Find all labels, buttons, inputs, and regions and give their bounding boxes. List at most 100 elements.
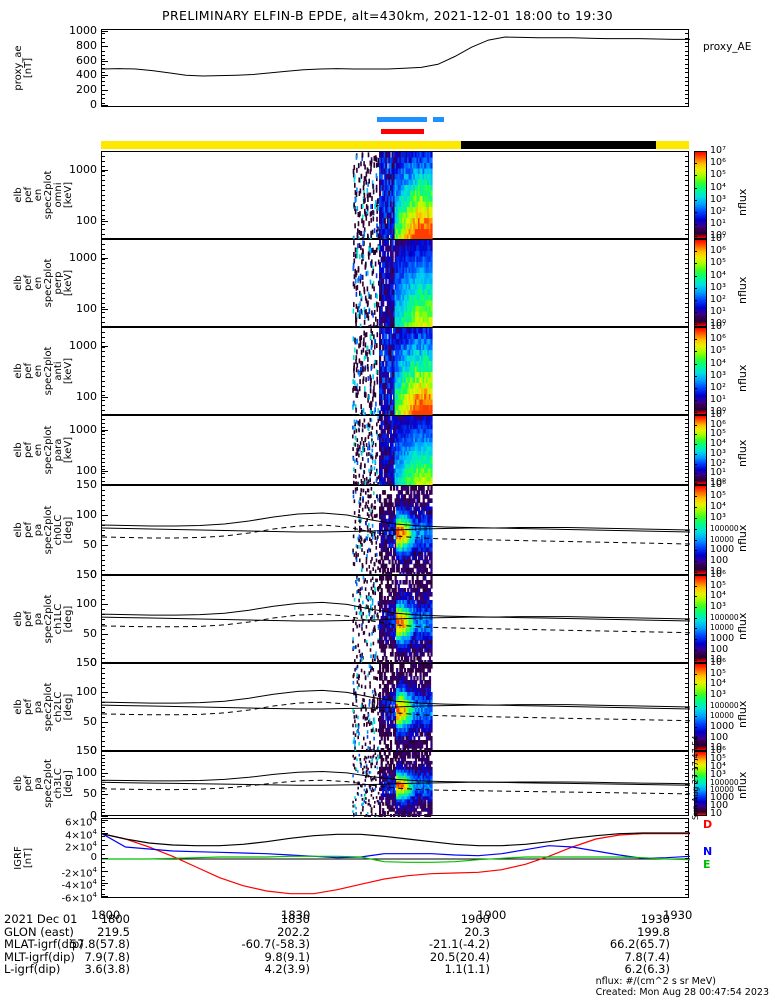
colorbar-tick: 10⁴ [710, 678, 726, 690]
ytick-label: 4×104 [65, 827, 97, 842]
colorbar-tick-mark [694, 758, 697, 760]
colorbar-tick-mark [694, 163, 697, 165]
table-cell: 57.8(57.8) [69, 937, 130, 952]
minor-tick [101, 331, 105, 333]
minor-tick [101, 565, 105, 566]
minor-tick [101, 490, 105, 491]
colorbar-tick-mark [694, 211, 697, 213]
minor-tick [101, 385, 105, 387]
minor-tick [101, 866, 105, 868]
minor-tick [101, 185, 105, 187]
table-cell: 4.2(3.9) [264, 962, 310, 977]
table-cell: 3.6(3.8) [84, 962, 130, 977]
minor-tick [101, 619, 105, 620]
spectrogram-data [352, 240, 433, 328]
row-label: MLT-igrf(dip) [4, 949, 75, 964]
minor-tick [101, 555, 105, 556]
minor-tick [101, 438, 105, 440]
minor-tick [685, 450, 689, 451]
minor-tick [685, 63, 689, 65]
ytick-mark [101, 30, 108, 32]
spectrogram-data [102, 486, 690, 576]
colorbar-tick: 10 [710, 808, 723, 820]
panel-elb-pef-en-spec2plot-para [101, 415, 689, 486]
minor-tick [101, 520, 105, 521]
colorbar-tick: 1000 [710, 792, 735, 804]
minor-tick [685, 619, 689, 620]
panel-elb-pef-en-spec2plot-omni [101, 151, 689, 240]
colorbar-tick-mark [694, 575, 697, 576]
minor-tick [685, 50, 689, 52]
colorbar-tick-mark [694, 453, 697, 455]
colorbar-tick-mark [694, 673, 697, 675]
colorbar-elb-pef-en-spec2plot-para [694, 415, 707, 485]
table-cell: -21.1(-4.2) [428, 937, 490, 952]
xaxis-tick-label: 1900 [477, 908, 507, 922]
colorbar-tick: 10⁷ [710, 145, 726, 156]
colorbar-tick-mark [694, 751, 697, 752]
colorbar-tick-mark [694, 617, 697, 619]
colorbar-tick: 100000 [710, 612, 739, 622]
ytick-mark [101, 820, 108, 822]
minor-tick [685, 866, 689, 868]
minor-tick [101, 599, 105, 601]
colorbar-tick-mark [694, 539, 697, 541]
loss-cone-curve [102, 601, 690, 622]
minor-tick [685, 59, 689, 61]
minor-tick [101, 500, 105, 501]
minor-tick [685, 805, 689, 807]
spectrogram-data [352, 328, 433, 416]
ytick-mark [101, 575, 108, 576]
ytick-mark [101, 471, 108, 472]
colorbar-tick: 10⁷ [710, 321, 726, 332]
minor-tick [685, 89, 689, 91]
minor-tick [685, 667, 689, 669]
colorbar-tick: 10⁵ [710, 345, 726, 357]
colorbar-elb-pef-pa-spec2plot-ch0lc [694, 485, 707, 575]
minor-tick [101, 525, 105, 526]
colorbar-tick: 100 [710, 643, 729, 655]
ylabel-line: [deg] [63, 605, 74, 633]
minor-tick [101, 180, 105, 182]
colorbar-tick-mark [694, 482, 697, 484]
minor-tick [685, 430, 689, 432]
xaxis-tick-label: 1800 [91, 908, 121, 922]
minor-tick [685, 170, 689, 172]
ytick-label: 1000 [69, 251, 97, 265]
minor-tick [101, 570, 105, 571]
panel-elb-pef-pa-spec2plot-ch3lc [101, 751, 690, 817]
minor-tick [685, 862, 689, 864]
minor-tick [101, 94, 105, 95]
colorbar-tick-mark [694, 287, 697, 289]
minor-tick [101, 283, 105, 284]
minor-tick [101, 614, 105, 616]
ytick-label: -4×104 [61, 878, 97, 892]
minor-tick [101, 68, 105, 69]
colorbar-tick: 10¹ [710, 394, 726, 406]
zone-black-segment [460, 141, 657, 149]
colorbar-tick-mark [694, 463, 697, 465]
table-cell: 7.9(7.8) [84, 949, 130, 964]
minor-tick [101, 682, 105, 684]
minor-tick [685, 195, 689, 196]
loss-cone-curve [102, 704, 690, 710]
colorbar-elb-pef-en-spec2plot-omni [694, 151, 707, 239]
minor-tick [685, 840, 689, 842]
minor-tick [685, 765, 689, 767]
minor-tick [101, 446, 105, 448]
minor-tick [685, 835, 689, 837]
minor-tick [685, 570, 689, 571]
ytick-label: 150 [76, 568, 97, 581]
colorbar-tick: 10⁵ [710, 428, 726, 440]
colorbar-tick-mark [694, 748, 697, 750]
minor-tick [685, 248, 689, 250]
minor-tick [685, 889, 689, 891]
colorbar-tick-mark [694, 550, 697, 552]
ytick-mark [101, 751, 108, 752]
minor-tick [685, 500, 689, 501]
minor-tick [685, 209, 689, 211]
colorbar-tick-mark [694, 424, 697, 426]
minor-tick [101, 871, 105, 873]
table-cell: 6.2(6.3) [624, 962, 670, 977]
minor-tick [685, 721, 689, 723]
